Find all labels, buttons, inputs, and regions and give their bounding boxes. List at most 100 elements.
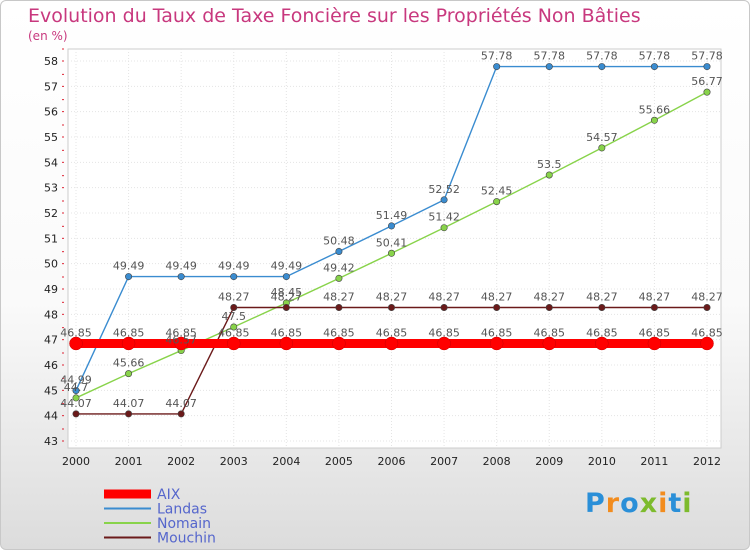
data-point-mouchin: [72, 410, 80, 418]
x-tick-label: 2005: [325, 455, 353, 468]
y-tick-label: 50: [44, 258, 58, 271]
data-point-landas: [335, 248, 343, 256]
data-label-nomain: 50.41: [376, 236, 408, 249]
y-tick-label: 43: [44, 435, 58, 448]
data-label-landas: 52.52: [428, 183, 460, 196]
data-label-nomain: 49.42: [323, 261, 355, 274]
data-label-nomain: 47.5: [222, 310, 247, 323]
data-label-mouchin: 48.27: [376, 290, 408, 303]
data-label-mouchin: 48.27: [428, 290, 460, 303]
data-label-landas: 49.49: [165, 260, 197, 273]
x-tick-label: 2001: [115, 455, 143, 468]
y-tick-label: 46: [44, 359, 58, 372]
data-label-aix: 46.85: [323, 326, 355, 339]
data-label-aix: 46.85: [271, 326, 303, 339]
data-label-landas: 44.99: [60, 374, 92, 387]
data-point-landas: [493, 63, 501, 71]
data-point-aix: [332, 336, 346, 351]
data-label-landas: 51.49: [376, 209, 408, 222]
data-label-aix: 46.85: [113, 326, 145, 339]
grid: [67, 48, 722, 449]
data-label-landas: 49.49: [113, 260, 145, 273]
data-point-aix: [121, 336, 136, 351]
data-label-landas: 57.78: [481, 50, 513, 63]
data-label-aix: 46.85: [428, 326, 460, 339]
x-tick-label: 2008: [483, 455, 511, 468]
data-point-mouchin: [545, 303, 553, 311]
data-label-mouchin: 48.27: [323, 290, 355, 303]
data-label-landas: 49.49: [271, 260, 303, 273]
y-tick-label: 57: [44, 80, 58, 93]
data-point-aix: [227, 336, 241, 351]
data-point-landas: [177, 273, 185, 281]
data-label-nomain: 44.7: [64, 381, 89, 394]
data-point-nomain: [598, 144, 606, 152]
data-point-nomain: [545, 171, 553, 179]
data-point-aix: [542, 336, 556, 351]
x-tick-label: 2009: [535, 455, 563, 468]
data-label-aix: 46.85: [376, 326, 408, 339]
data-label-landas: 57.78: [639, 50, 671, 63]
y-tick-label: 44: [44, 410, 58, 423]
data-point-landas: [440, 196, 448, 204]
y-tick-label: 53: [44, 182, 58, 195]
data-label-aix: 46.85: [165, 326, 197, 339]
data-point-mouchin: [703, 303, 711, 311]
data-label-mouchin: 48.27: [271, 290, 303, 303]
data-label-mouchin: 48.27: [218, 290, 250, 303]
data-point-landas: [72, 387, 80, 395]
plot-area: [67, 48, 722, 449]
y-axis-ticks: 43 44 45 46 47 48 49 50 51 52 53 54 55 56 57 58: [44, 48, 64, 448]
data-point-aix: [595, 336, 609, 351]
data-point-aix: [700, 336, 714, 351]
chart-title: Evolution du Taux de Taxe Foncière sur l…: [28, 5, 641, 27]
data-label-nomain: 55.66: [639, 103, 671, 116]
data-point-aix: [647, 336, 662, 351]
data-point-nomain: [72, 394, 80, 402]
x-axis-ticks: 2000 2001 2002 2003 2004 2005 2006 2007 2008 2009…: [62, 455, 721, 468]
data-label-landas: 57.78: [691, 50, 723, 63]
legend-label-mouchin: Mouchin: [157, 531, 216, 547]
y-tick-label: 55: [44, 131, 58, 144]
y-tick-label: 52: [44, 207, 58, 220]
x-tick-label: 2011: [640, 455, 668, 468]
data-point-mouchin: [125, 410, 133, 418]
data-label-aix: 46.85: [691, 326, 723, 339]
data-point-mouchin: [650, 303, 658, 311]
data-point-nomain: [387, 249, 395, 257]
legend-label-aix: AIX: [157, 487, 181, 503]
data-label-mouchin: 48.27: [586, 290, 618, 303]
data-label-nomain: 45.66: [113, 357, 145, 370]
x-tick-label: 2000: [62, 455, 90, 468]
data-label-nomain: 48.45: [271, 286, 303, 299]
y-tick-label: 58: [44, 55, 58, 68]
data-labels: 44.99 49.49 49.49 49.49 49.49 50.48 51.49 52.52…: [60, 50, 723, 410]
data-label-mouchin: 48.27: [639, 290, 671, 303]
y-tick-label: 47: [44, 334, 58, 347]
data-label-landas: 49.49: [218, 260, 250, 273]
data-point-landas: [230, 273, 238, 281]
y-tick-label: 45: [44, 384, 58, 397]
data-label-nomain: 51.42: [428, 211, 460, 224]
data-point-landas: [282, 273, 290, 281]
y-tick-label: 56: [44, 106, 58, 119]
data-point-aix: [489, 336, 504, 351]
data-label-nomain: 52.45: [481, 185, 513, 198]
data-point-mouchin: [282, 303, 290, 311]
y-axis-unit: (en %): [28, 29, 68, 43]
x-tick-label: 2006: [378, 455, 406, 468]
data-label-aix: 46.85: [586, 326, 618, 339]
data-point-nomain: [230, 323, 238, 331]
data-point-landas: [703, 63, 711, 71]
data-point-landas: [650, 63, 658, 71]
data-label-aix: 46.85: [481, 326, 513, 339]
data-point-aix: [437, 336, 451, 351]
data-label-mouchin: 44.07: [113, 397, 145, 410]
data-label-mouchin: 48.27: [481, 290, 513, 303]
data-point-nomain: [703, 88, 711, 96]
y-tick-label: 51: [44, 232, 58, 245]
legend-label-nomain: Nomain: [157, 516, 211, 532]
data-point-mouchin: [177, 410, 185, 418]
x-tick-label: 2012: [693, 455, 721, 468]
